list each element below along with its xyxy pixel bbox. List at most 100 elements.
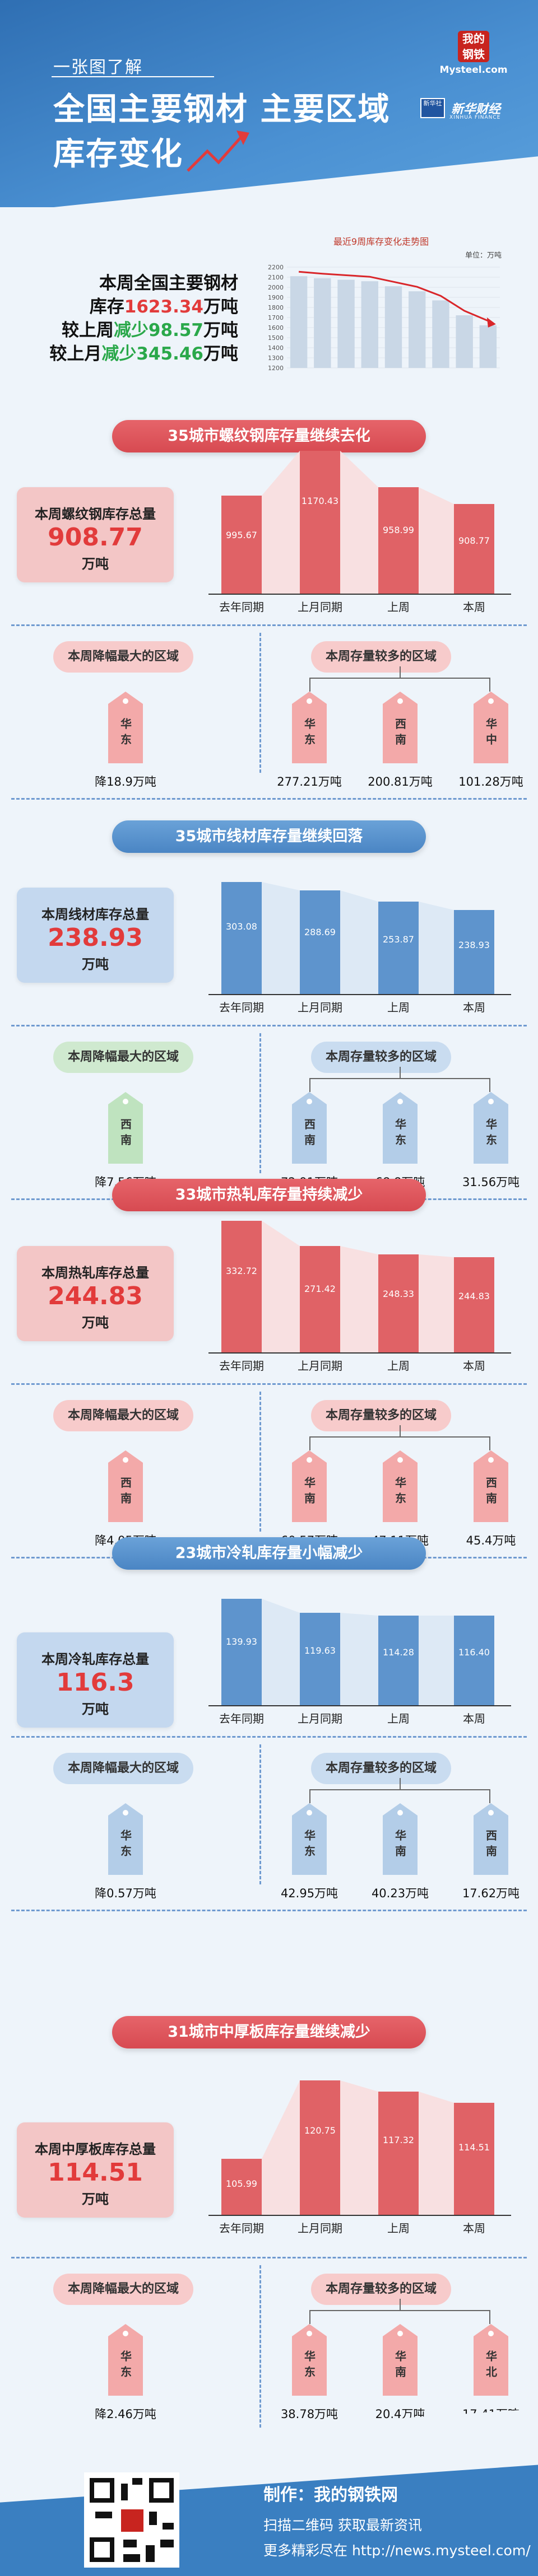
- weekly-chart-unit: 单位：万吨: [465, 251, 502, 260]
- bar-category-label: 上周: [387, 1001, 410, 1014]
- top-region-name: 华东: [292, 704, 327, 763]
- weekly-ytick: 2100: [268, 274, 284, 281]
- bar-value-label: 114.28: [383, 1647, 414, 1658]
- bar-axis: [208, 994, 511, 995]
- weekly-ytick: 1600: [268, 324, 284, 332]
- drop-region-tag: 西南: [108, 1450, 143, 1522]
- top-region-connector: [309, 1436, 490, 1450]
- total-card-unit: 万吨: [82, 1315, 109, 1331]
- mysteel-logo: 我的钢铁 Mysteel.com: [437, 31, 510, 92]
- bar-3: [378, 902, 419, 994]
- weekly-bar: [337, 279, 355, 368]
- bar-shade: [419, 487, 454, 594]
- trend-arrow-icon: [187, 130, 249, 172]
- weekly-ytick: 1900: [268, 294, 284, 301]
- bar-category-label: 去年同期: [219, 1712, 264, 1725]
- summary-stock-unit: 万吨: [203, 297, 238, 317]
- total-card-label: 本周热轧库存总量: [41, 1265, 149, 1281]
- total-card-value: 908.77: [48, 523, 143, 552]
- bar-shade: [340, 451, 378, 594]
- weekly-trend-line: [298, 270, 489, 322]
- region-divider-bottom: [11, 1910, 527, 1911]
- bar-category-label: 上周: [387, 2222, 410, 2235]
- region-divider-top: [11, 1383, 527, 1385]
- weekly-bar: [314, 278, 331, 368]
- drop-region-value: 降2.46万吨: [95, 2407, 156, 2421]
- top-region-name: 华东: [474, 1104, 508, 1164]
- bar-value-label: 908.77: [458, 535, 490, 546]
- drop-region-value: 降0.57万吨: [95, 1887, 156, 1900]
- bar-shade: [262, 1599, 300, 1705]
- bar-category-label: 本周: [463, 1001, 485, 1014]
- drop-region-pill: 本周降幅最大的区域: [53, 1753, 193, 1784]
- top-region-name: 华东: [292, 1816, 327, 1875]
- bar-category-label: 本周: [463, 600, 485, 614]
- summary-line3: 较上周减少98.57万吨: [49, 319, 238, 342]
- bar-shade: [262, 882, 300, 994]
- bar-category-label: 上月同期: [298, 2222, 342, 2235]
- bar-axis: [208, 594, 511, 595]
- bar-value-label: 117.32: [383, 2135, 414, 2145]
- bar-value-label: 114.51: [458, 2142, 490, 2153]
- kicker-underline: [52, 76, 214, 77]
- footer-more[interactable]: 更多精彩尽在 http://news.mysteel.com/: [263, 2542, 531, 2559]
- drop-region-tag: 华东: [108, 692, 143, 763]
- summary-line4: 较上月减少345.46万吨: [49, 342, 238, 366]
- total-card-label: 本周冷轧库存总量: [41, 1651, 149, 1667]
- bar-shade: [419, 2092, 454, 2215]
- section-title: 35城市线材库存量继续回落: [112, 820, 426, 853]
- bar-3: [378, 487, 419, 594]
- top-region-tag: 华东: [474, 1092, 508, 1164]
- weekly-bar: [432, 300, 449, 368]
- weekly-ytick: 1700: [268, 314, 284, 321]
- drop-region-name: 华东: [108, 1816, 143, 1875]
- bar-value-label: 271.42: [304, 1283, 336, 1294]
- weekly-ytick: 1300: [268, 354, 284, 362]
- section-title: 33城市热轧库存量持续减少: [112, 1179, 426, 1211]
- weekly-bar: [290, 276, 308, 368]
- bar-category-label: 上周: [387, 600, 410, 614]
- page-title-line2: 库存变化: [53, 136, 183, 172]
- bar-category-label: 本周: [463, 1712, 485, 1725]
- total-card-unit: 万吨: [82, 956, 109, 972]
- bar-category-label: 上月同期: [298, 600, 342, 614]
- bar-shade: [340, 2080, 378, 2215]
- bar-1: [221, 2159, 262, 2215]
- bar-4: [454, 1257, 494, 1352]
- region-divider-bottom: [11, 798, 527, 800]
- top-region-tag: 华南: [292, 1450, 327, 1522]
- summary-stock-label: 库存: [89, 297, 124, 317]
- total-card: 本周热轧库存总量 244.83 万吨: [17, 1246, 174, 1341]
- top-region-tag: 华东: [383, 1450, 418, 1522]
- bar-value-label: 120.75: [304, 2125, 336, 2136]
- bar-shade: [419, 1254, 454, 1352]
- bar-shade: [340, 890, 378, 994]
- drop-region-tag: 西南: [108, 1092, 143, 1164]
- bar-value-label: 244.83: [458, 1290, 490, 1301]
- top-region-name: 西南: [474, 1816, 508, 1875]
- bar-category-label: 去年同期: [219, 1001, 264, 1014]
- top-region-value: 17.62万吨: [462, 1887, 520, 1900]
- top-region-connector: [309, 1078, 490, 1092]
- top-region-name: 华中: [474, 704, 508, 763]
- bar-value-label: 1170.43: [301, 496, 339, 506]
- top-region-tag: 华中: [474, 692, 508, 763]
- bar-2: [300, 1613, 340, 1705]
- bar-category-label: 去年同期: [219, 2222, 264, 2235]
- bar-category-label: 上周: [387, 1359, 410, 1373]
- bar-value-label: 105.99: [226, 2178, 257, 2189]
- top-region-pill: 本周存量较多的区域: [311, 1753, 451, 1784]
- bar-shade: [419, 1616, 454, 1705]
- bar-1: [221, 882, 262, 994]
- bar-category-label: 上月同期: [298, 1359, 342, 1373]
- region-divider-mid: [259, 1033, 261, 1173]
- top-region-name: 华东: [383, 1463, 418, 1522]
- region-divider-top: [11, 2257, 527, 2258]
- mysteel-badge: 我的钢铁: [458, 31, 489, 62]
- summary-stock-value: 1623.34: [124, 297, 203, 317]
- bar-category-label: 上月同期: [298, 1712, 342, 1725]
- bar-category-label: 本周: [463, 2222, 485, 2235]
- qr-code[interactable]: [84, 2472, 179, 2568]
- bar-axis: [208, 1705, 511, 1706]
- summary-week-value: 减少98.57: [113, 320, 203, 340]
